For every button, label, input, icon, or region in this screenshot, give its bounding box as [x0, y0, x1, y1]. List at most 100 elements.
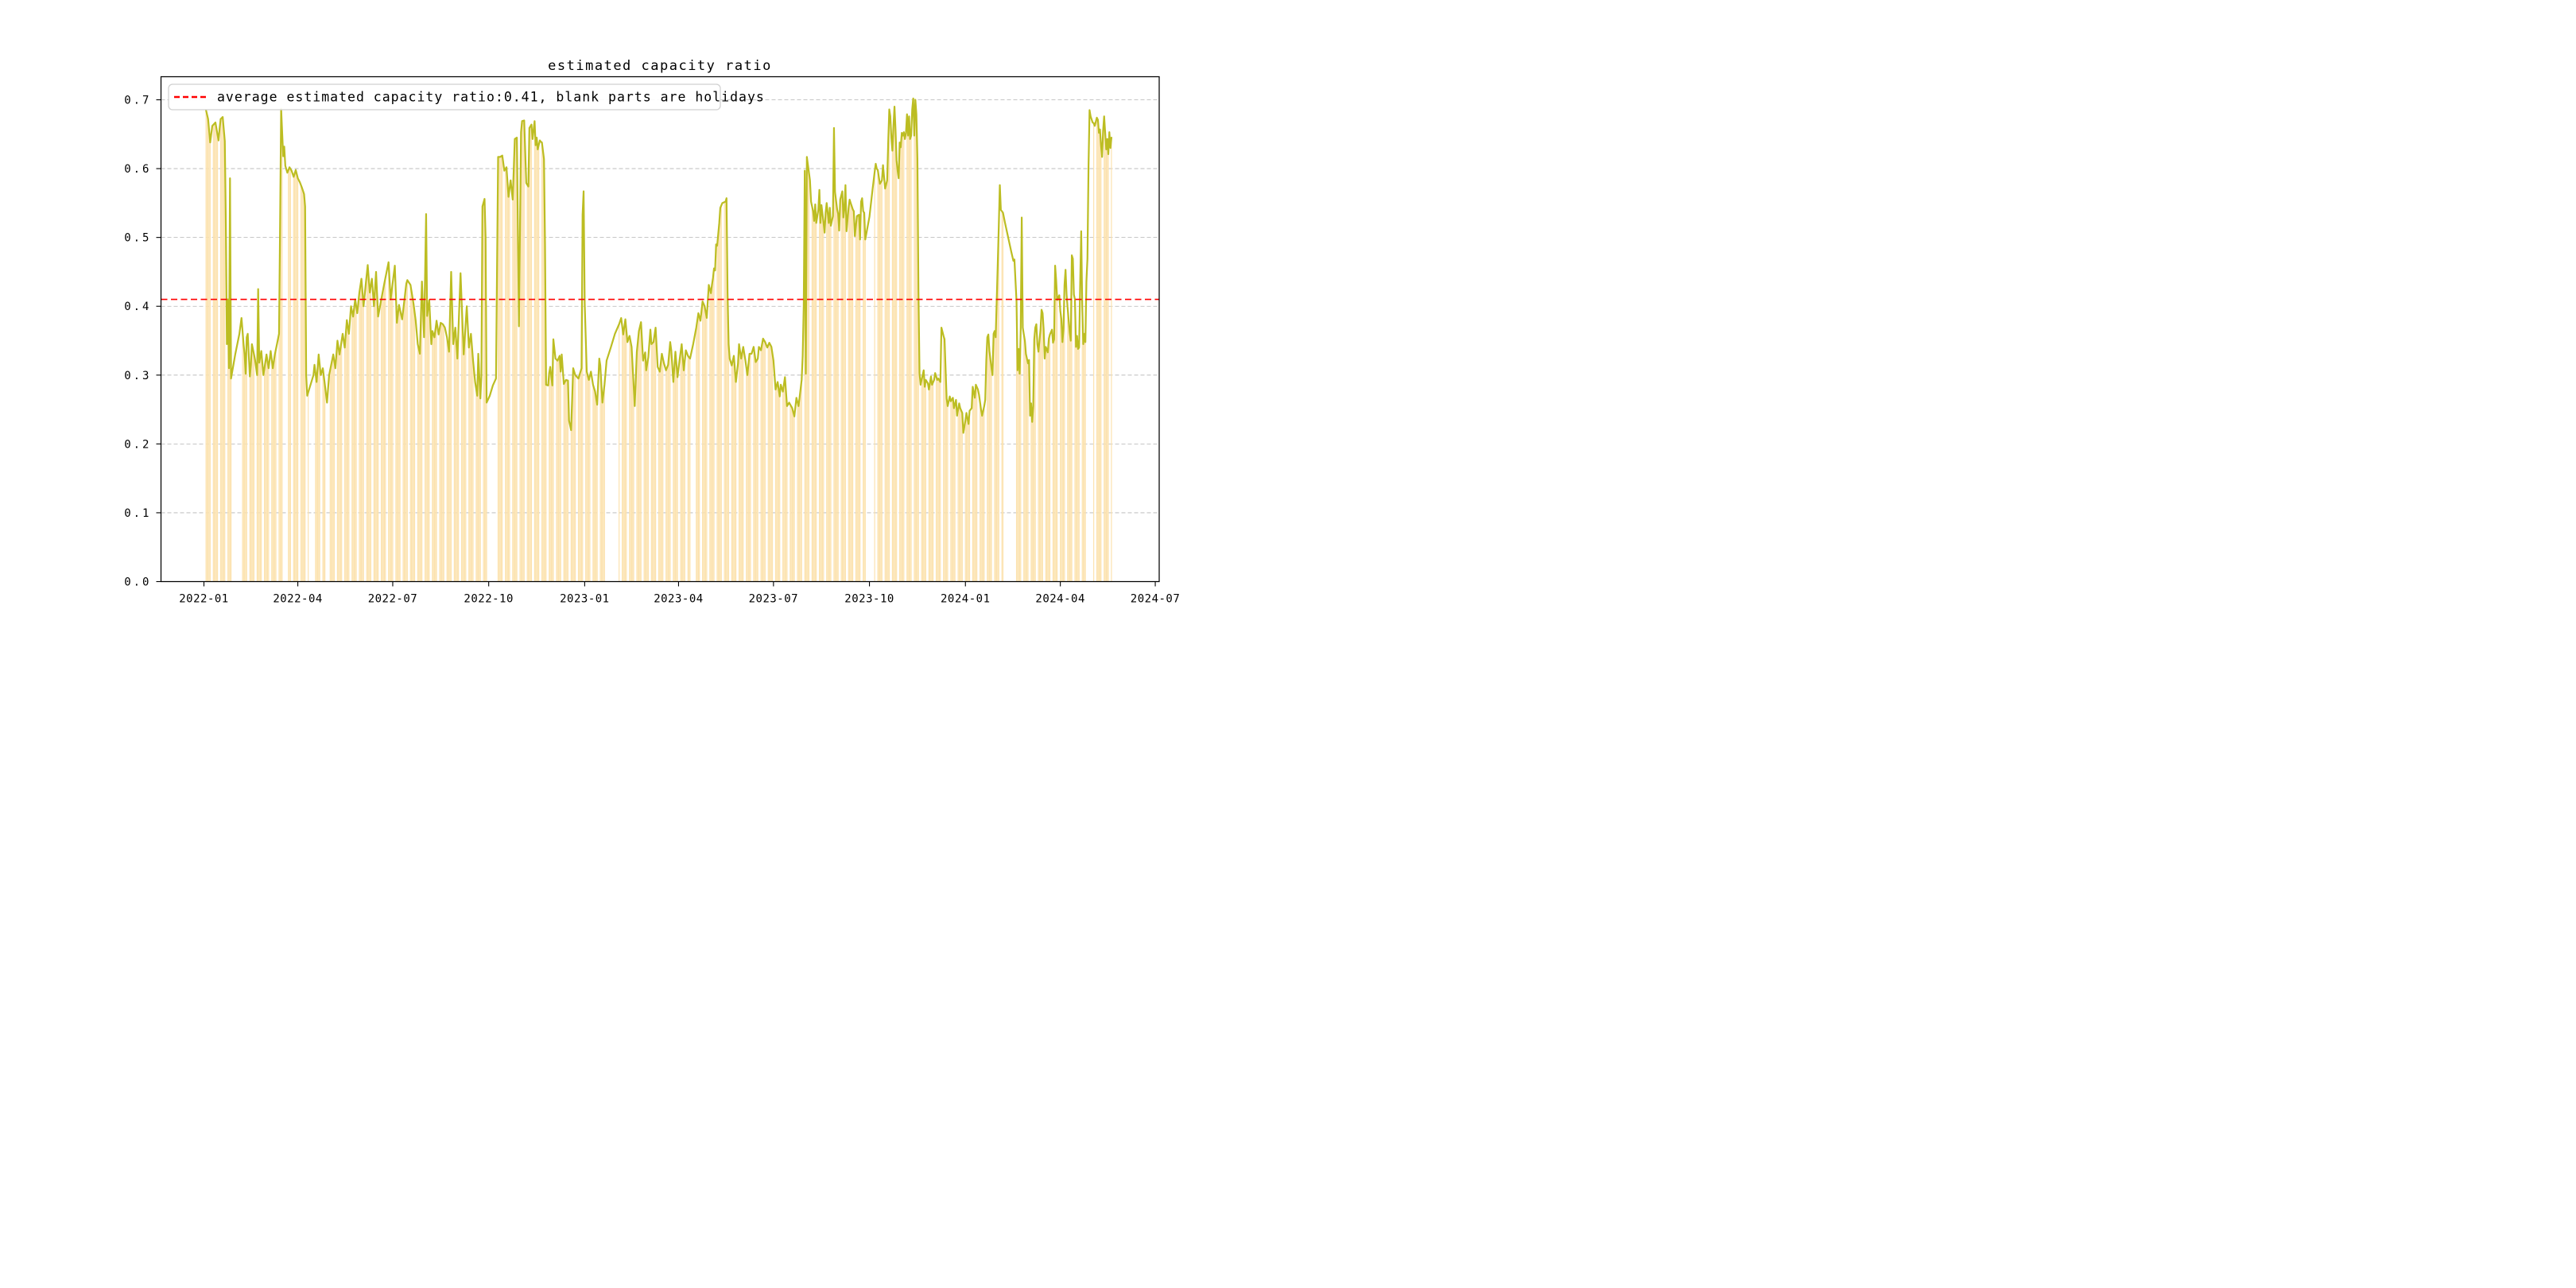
y-tick-label: 0.5 — [124, 232, 151, 245]
bar — [594, 391, 596, 582]
bar — [460, 300, 463, 582]
bar — [439, 328, 440, 582]
bar — [976, 386, 978, 582]
bar — [639, 326, 641, 582]
bar — [779, 396, 781, 582]
bar — [251, 343, 253, 582]
bar — [954, 404, 956, 582]
bar — [392, 282, 394, 582]
bar — [1100, 145, 1102, 582]
bar — [653, 342, 654, 582]
bar — [907, 135, 909, 582]
bar — [917, 158, 918, 582]
bar — [332, 354, 334, 582]
bar — [550, 376, 552, 582]
y-tick-label: 0.0 — [124, 576, 151, 589]
bar — [1041, 309, 1042, 582]
bar — [221, 118, 223, 582]
bar — [864, 239, 866, 582]
bar — [244, 354, 246, 582]
bar — [417, 343, 419, 582]
x-tick-label: 2024-01 — [941, 593, 991, 606]
bar — [881, 180, 883, 582]
bar — [390, 299, 391, 582]
bar — [355, 306, 357, 582]
bar — [1093, 122, 1095, 582]
bar — [376, 294, 378, 582]
bar — [921, 379, 922, 582]
bar — [659, 371, 661, 582]
bar — [906, 114, 908, 582]
bar — [769, 343, 770, 582]
bar — [1064, 285, 1065, 582]
bar — [245, 374, 246, 582]
bar — [259, 356, 261, 582]
bar — [1075, 347, 1077, 582]
bar — [224, 141, 226, 582]
bar — [519, 229, 521, 582]
bar — [336, 340, 339, 582]
bar — [450, 271, 452, 582]
bar — [908, 116, 910, 582]
bar — [266, 361, 269, 582]
bar — [362, 292, 363, 582]
bar — [823, 223, 824, 582]
bar — [448, 351, 450, 582]
bar — [697, 312, 699, 582]
x-tick-label: 2022-01 — [179, 593, 229, 606]
bar — [512, 200, 514, 582]
bar — [750, 353, 751, 582]
bar — [760, 350, 762, 582]
bar — [776, 386, 778, 582]
bar — [469, 340, 471, 582]
bar — [500, 156, 502, 582]
bar — [228, 368, 230, 582]
bar — [486, 402, 487, 582]
bar — [432, 331, 433, 582]
bar — [863, 212, 865, 582]
bar — [388, 262, 390, 582]
bar — [884, 188, 886, 582]
bar — [921, 374, 924, 582]
bar — [891, 150, 894, 582]
bar — [811, 206, 813, 582]
bar — [1038, 351, 1039, 582]
bar — [717, 234, 719, 582]
bar — [1097, 119, 1099, 582]
bar — [406, 280, 408, 582]
bar — [485, 237, 487, 582]
bar — [1053, 339, 1055, 582]
bar — [462, 327, 464, 582]
bar — [626, 330, 627, 582]
bar — [727, 292, 728, 582]
bar — [566, 380, 568, 582]
bar — [937, 378, 939, 582]
bar — [405, 283, 407, 582]
bar — [735, 382, 737, 582]
bar — [814, 204, 816, 582]
daily-bars — [205, 99, 1112, 582]
bar — [622, 326, 623, 582]
bar — [361, 278, 363, 582]
bar — [623, 327, 625, 582]
bar — [271, 359, 273, 582]
bar — [600, 384, 602, 582]
bar — [650, 343, 652, 582]
bar — [644, 352, 646, 582]
bar — [205, 110, 207, 582]
bar — [330, 364, 332, 582]
bar — [843, 217, 844, 582]
bar — [295, 169, 297, 582]
bar — [389, 281, 390, 582]
bar — [840, 195, 842, 582]
bar — [805, 374, 807, 582]
bar — [246, 337, 247, 582]
bar — [603, 384, 605, 582]
bar — [458, 330, 460, 582]
legend-box — [168, 83, 721, 111]
bar — [818, 189, 821, 582]
bar — [783, 384, 785, 582]
bar — [972, 386, 974, 582]
bar — [945, 369, 946, 582]
bar — [712, 277, 714, 582]
